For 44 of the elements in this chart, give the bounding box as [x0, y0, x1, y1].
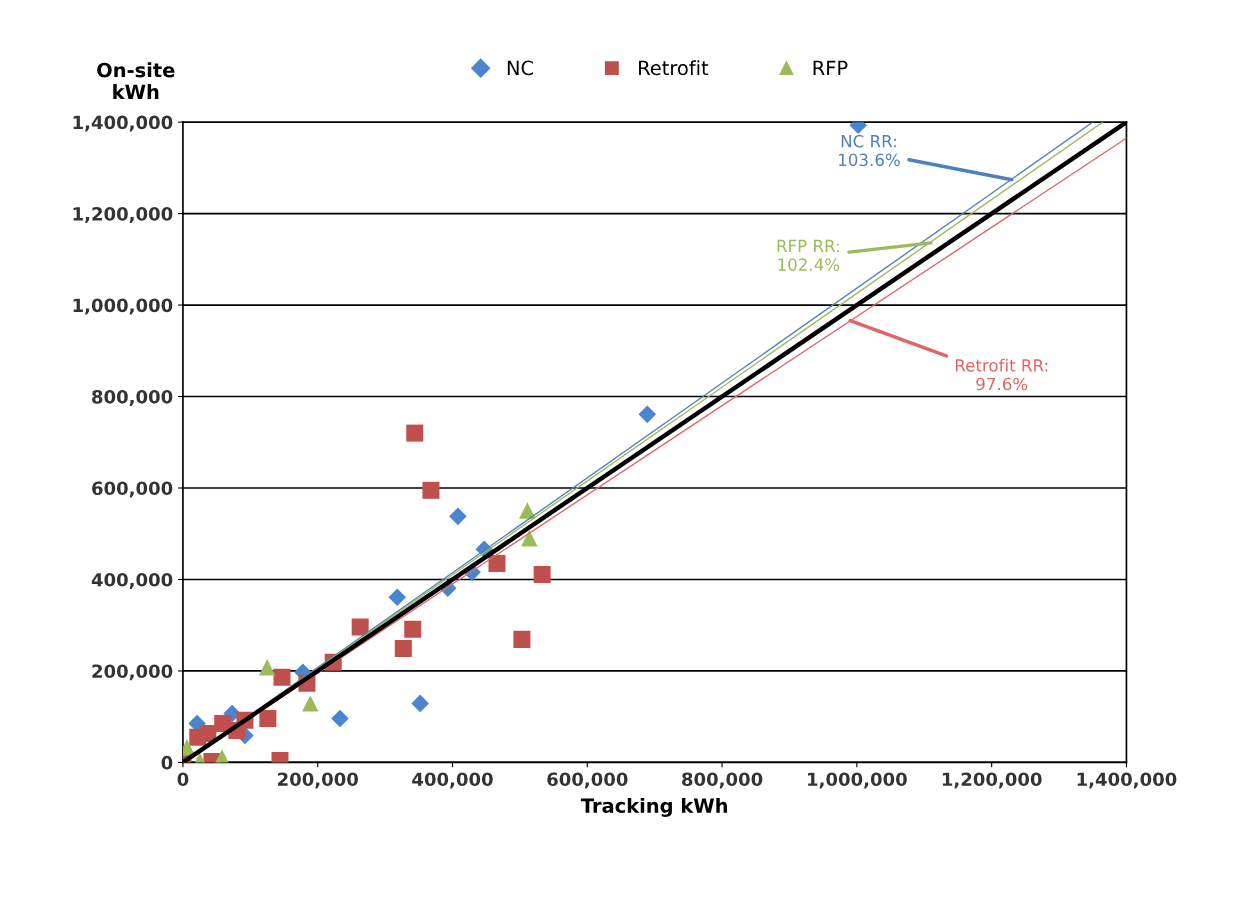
legend-label: NC	[507, 60, 534, 76]
point	[521, 530, 538, 547]
y-tick-label: 0	[161, 755, 173, 770]
point	[638, 405, 657, 424]
point	[449, 507, 467, 526]
point	[513, 630, 531, 648]
point	[351, 618, 369, 636]
x-tick-label: 0	[177, 772, 189, 787]
y-tick-label: 800,000	[92, 389, 173, 406]
point	[273, 668, 291, 686]
annotation: RFP RR: 102.4%	[777, 239, 840, 271]
annotation: NC RR: 103.6%	[839, 134, 900, 167]
x-tick-label: 400,000	[412, 772, 493, 789]
x-tick-label: 600,000	[547, 772, 628, 789]
x-tick-label: 800,000	[682, 772, 763, 789]
y-tick-label: 200,000	[92, 664, 173, 681]
point	[404, 620, 422, 638]
point	[331, 709, 349, 728]
point	[259, 709, 277, 727]
point	[394, 640, 412, 658]
point	[422, 481, 440, 499]
x-axis-title: Tracking kWh	[580, 797, 728, 817]
point	[411, 694, 429, 713]
y-tick-label: 1,000,000	[73, 298, 173, 315]
y-tick-label: 1,400,000	[73, 115, 173, 132]
point	[388, 588, 407, 607]
x-tick-label: 200,000	[278, 772, 358, 789]
y-tick-label: 1,200,000	[73, 207, 173, 224]
point	[258, 659, 276, 676]
y-axis-title: On-site kWh	[97, 62, 175, 99]
point	[533, 565, 551, 583]
x-tick-label: 1,200,000	[942, 772, 1042, 789]
y-tick-label: 400,000	[91, 572, 173, 589]
x-tick-label: 1,400,000	[1077, 772, 1177, 789]
point	[302, 695, 319, 712]
point	[406, 424, 424, 442]
point	[519, 502, 536, 519]
y-tick-label: 600,000	[92, 481, 173, 498]
annotation: Retrofit RR: 97.6%	[955, 358, 1048, 391]
legend-label: Retrofit	[639, 60, 709, 76]
legend-label: RFP	[813, 60, 848, 75]
point	[488, 554, 506, 572]
point	[189, 728, 207, 746]
x-tick-label: 1,000,000	[808, 772, 907, 789]
